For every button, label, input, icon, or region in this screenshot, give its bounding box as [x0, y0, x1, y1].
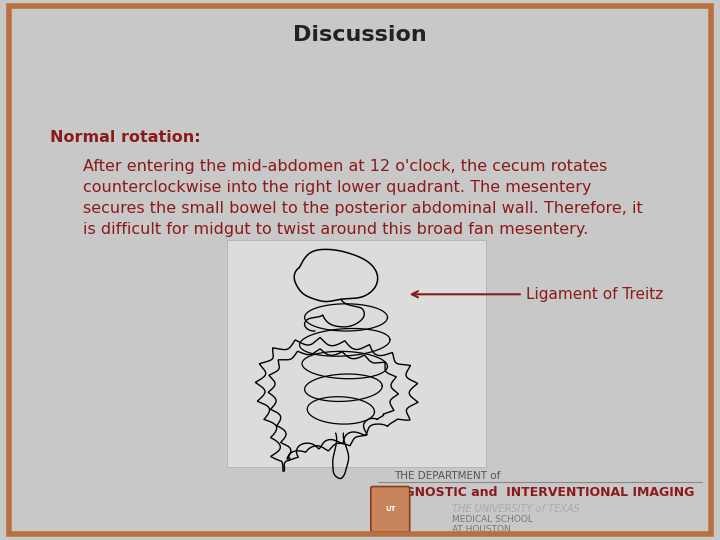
FancyBboxPatch shape [227, 240, 486, 467]
Text: Ligament of Treitz: Ligament of Treitz [412, 287, 663, 302]
Text: Normal rotation:: Normal rotation: [50, 130, 201, 145]
Text: DIAGNOSTIC and  INTERVENTIONAL IMAGING: DIAGNOSTIC and INTERVENTIONAL IMAGING [380, 486, 695, 499]
Text: UT: UT [385, 506, 395, 512]
Text: AT HOUSTON: AT HOUSTON [452, 525, 511, 534]
Text: After entering the mid-abdomen at 12 o'clock, the cecum rotates
counterclockwise: After entering the mid-abdomen at 12 o'c… [83, 159, 642, 237]
Text: Discussion: Discussion [293, 25, 427, 45]
Text: THE UNIVERSITY of TEXAS: THE UNIVERSITY of TEXAS [452, 504, 580, 514]
Text: MEDICAL SCHOOL: MEDICAL SCHOOL [452, 515, 533, 524]
FancyBboxPatch shape [371, 487, 410, 532]
Text: THE DEPARTMENT of: THE DEPARTMENT of [395, 471, 501, 481]
